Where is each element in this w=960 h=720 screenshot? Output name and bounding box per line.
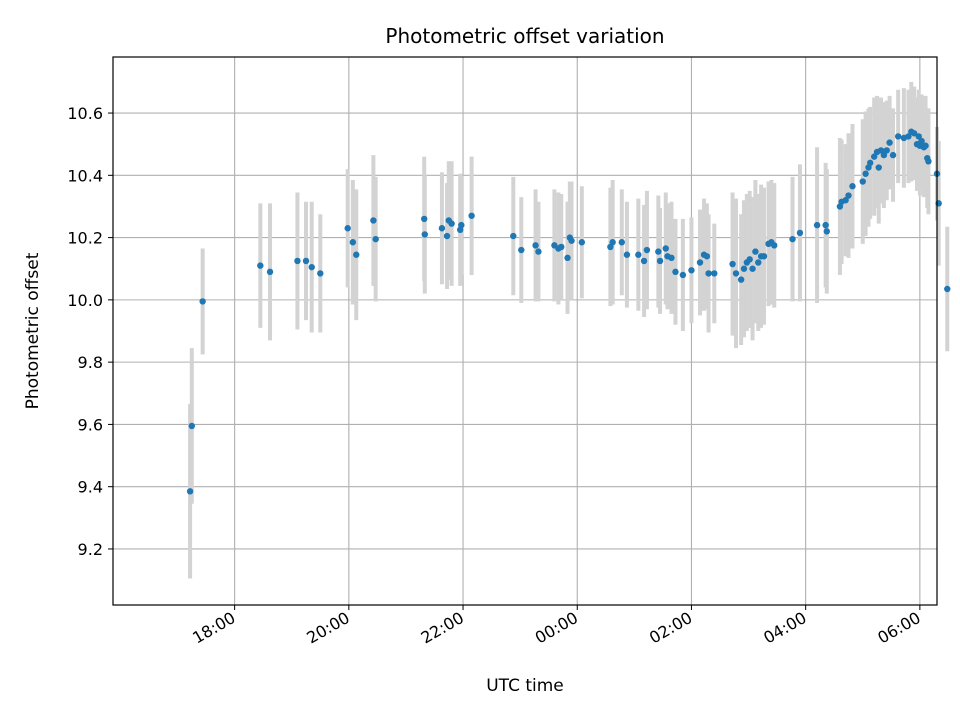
data-point [643,246,651,254]
data-point [740,265,748,272]
y-tick-label: 10.0 [67,291,103,310]
data-point [842,197,849,204]
data-point [349,239,357,246]
data-point [944,285,951,293]
data-point [796,229,804,237]
data-point [302,257,310,265]
data-point [655,248,662,255]
data-point [609,239,616,246]
data-point [822,221,829,229]
data-points [186,128,951,495]
data-point [443,232,451,240]
data-point [813,221,821,229]
data-point [889,151,897,159]
y-tick-label: 9.8 [78,353,103,372]
data-point [905,133,912,140]
data-point [370,217,377,224]
data-point [915,133,922,140]
data-point [266,268,274,276]
data-point [421,231,428,238]
data-point [910,130,918,137]
data-point [922,142,929,149]
data-point [532,242,539,249]
data-point [711,270,718,277]
y-tick-label: 9.4 [78,478,103,497]
data-point [752,248,759,255]
data-point [845,192,852,199]
data-point [737,276,745,283]
data-point [746,256,753,263]
data-point [862,170,869,177]
data-point [870,153,878,160]
data-point [568,237,575,244]
data-point [662,245,669,252]
data-point [894,133,902,140]
y-axis: 9.2 9.4 9.6 9.8 10.0 10.2 10.4 10.6 [67,104,113,559]
data-point [199,298,206,305]
data-point [294,257,301,265]
data-point [623,251,631,258]
data-point [458,221,465,229]
y-tick-label: 9.2 [78,540,103,559]
data-point [760,253,768,260]
data-point [866,159,874,167]
data-point [688,267,695,274]
data-point [578,239,586,246]
data-point [372,235,379,243]
data-point [755,259,762,266]
y-tick-label: 10.4 [67,166,103,185]
data-point [705,270,712,277]
y-tick-label: 10.6 [67,104,103,123]
data-point [188,422,196,430]
data-point [186,488,194,495]
data-point [918,137,925,145]
data-point [696,259,704,266]
data-point [732,270,740,277]
data-point [789,235,796,243]
data-point [353,251,360,258]
data-point [468,212,475,219]
data-point [749,265,756,272]
data-point [672,268,679,276]
data-point [344,225,351,232]
data-point [668,254,675,262]
data-point [880,151,888,159]
data-point [886,139,893,146]
y-tick-label: 9.6 [78,415,103,434]
data-point [421,215,428,223]
plot-area-frame [112,56,938,606]
data-point [510,232,517,240]
data-point [308,263,315,271]
data-point [558,243,565,251]
data-point [771,242,778,249]
data-point [635,251,642,258]
data-point [925,158,932,165]
chart-title: Photometric offset variation [385,24,664,48]
data-point [564,254,571,262]
data-point [317,270,324,277]
data-point [883,147,890,154]
data-point [640,257,648,265]
data-point [877,147,885,154]
data-point [703,253,711,260]
data-point [535,248,542,255]
data-point [618,239,625,246]
x-axis-title: UTC time [486,676,564,696]
data-point [518,246,525,254]
y-tick-label: 10.2 [67,229,103,248]
data-point [257,262,264,269]
data-point [859,178,866,185]
data-point [823,228,830,235]
data-point [849,183,856,190]
data-point [729,260,736,268]
data-point [438,225,446,232]
data-point [875,164,882,171]
y-axis-title: Photometric offset [23,252,43,409]
data-point [679,271,687,279]
data-point [656,257,664,265]
data-point [448,220,455,227]
